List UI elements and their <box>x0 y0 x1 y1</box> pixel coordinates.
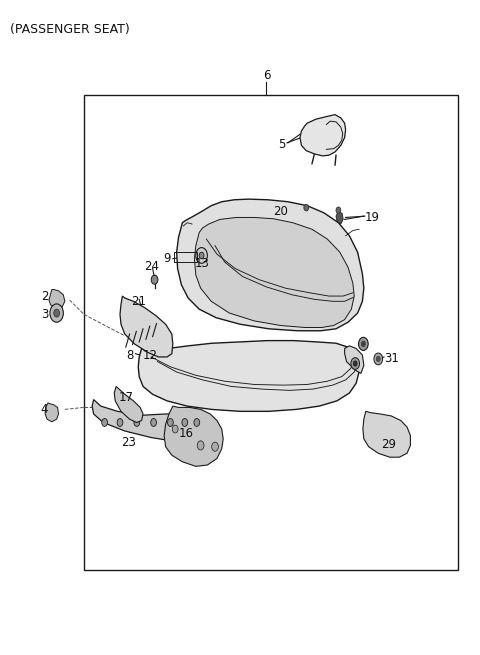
Polygon shape <box>345 346 364 373</box>
Text: 17: 17 <box>119 391 134 404</box>
Circle shape <box>172 425 178 433</box>
Text: 21: 21 <box>131 295 146 308</box>
Circle shape <box>168 419 173 426</box>
Text: 8: 8 <box>126 348 133 362</box>
Circle shape <box>199 252 204 259</box>
Text: 9: 9 <box>163 252 170 265</box>
Polygon shape <box>363 411 410 457</box>
Polygon shape <box>120 296 173 357</box>
Text: 4: 4 <box>41 403 48 416</box>
Text: 29: 29 <box>381 438 396 451</box>
Polygon shape <box>138 341 359 411</box>
Text: 5: 5 <box>278 138 286 151</box>
Polygon shape <box>304 208 311 219</box>
Circle shape <box>194 419 200 426</box>
Text: 16: 16 <box>179 427 194 440</box>
Circle shape <box>359 337 368 350</box>
Circle shape <box>134 419 140 426</box>
Circle shape <box>351 358 360 369</box>
Circle shape <box>336 207 341 214</box>
Circle shape <box>196 248 207 263</box>
Circle shape <box>151 419 156 426</box>
Circle shape <box>304 204 309 211</box>
Circle shape <box>376 356 380 362</box>
Circle shape <box>102 419 108 426</box>
Text: 3: 3 <box>41 308 48 321</box>
Text: 2: 2 <box>41 290 48 303</box>
Polygon shape <box>177 199 364 331</box>
Text: 24: 24 <box>144 260 159 273</box>
Circle shape <box>353 361 357 366</box>
Circle shape <box>50 304 63 322</box>
Text: 20: 20 <box>273 205 288 218</box>
Text: 13: 13 <box>194 257 209 270</box>
Circle shape <box>151 275 158 284</box>
Text: 12: 12 <box>143 348 158 362</box>
Circle shape <box>374 353 383 365</box>
Circle shape <box>212 442 218 451</box>
Circle shape <box>197 441 204 450</box>
Circle shape <box>117 419 123 426</box>
Text: 6: 6 <box>263 69 270 82</box>
Text: (PASSENGER SEAT): (PASSENGER SEAT) <box>10 23 129 36</box>
Polygon shape <box>45 403 59 422</box>
Polygon shape <box>336 211 343 224</box>
Text: 23: 23 <box>121 436 136 449</box>
Circle shape <box>182 419 188 426</box>
Circle shape <box>361 341 365 346</box>
Polygon shape <box>114 386 143 422</box>
Polygon shape <box>164 406 223 466</box>
Text: 19: 19 <box>365 211 380 224</box>
Bar <box>174 252 197 262</box>
Polygon shape <box>92 400 210 442</box>
Polygon shape <box>49 290 65 309</box>
Circle shape <box>54 309 60 317</box>
Bar <box>84 95 458 570</box>
Polygon shape <box>194 217 354 328</box>
Polygon shape <box>300 115 346 156</box>
Text: 31: 31 <box>384 352 399 365</box>
